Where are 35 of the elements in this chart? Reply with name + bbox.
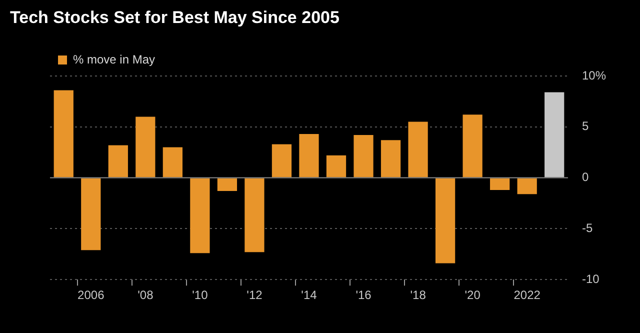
x-tick-label: '16 bbox=[356, 288, 372, 302]
x-tick-label: '20 bbox=[464, 288, 481, 302]
x-tick-label: 2006 bbox=[78, 288, 105, 302]
bar bbox=[272, 144, 292, 178]
y-tick-label: 5 bbox=[582, 119, 589, 134]
x-tick-label: '12 bbox=[246, 288, 263, 302]
bar bbox=[54, 90, 74, 178]
x-tick-label: '08 bbox=[138, 288, 154, 302]
y-tick-label: 10% bbox=[582, 68, 606, 82]
x-tick-label: '18 bbox=[410, 288, 426, 302]
bar bbox=[244, 178, 264, 252]
bar bbox=[517, 178, 537, 194]
bar bbox=[162, 147, 182, 178]
bar bbox=[136, 116, 156, 178]
bar bbox=[380, 140, 401, 178]
bar bbox=[544, 92, 564, 178]
bar bbox=[490, 178, 510, 190]
legend-label: % move in May bbox=[73, 52, 156, 66]
chart-title: Tech Stocks Set for Best May Since 2005 bbox=[9, 7, 340, 29]
bar bbox=[299, 134, 319, 178]
bar bbox=[81, 178, 101, 250]
bar bbox=[190, 178, 210, 254]
bar bbox=[217, 178, 238, 192]
bar bbox=[462, 114, 482, 178]
bar bbox=[326, 155, 346, 178]
bar bbox=[108, 145, 128, 178]
bar bbox=[408, 122, 428, 178]
y-tick-label: 0 bbox=[582, 170, 589, 184]
bar bbox=[435, 178, 456, 264]
x-tick-label: 2022 bbox=[514, 288, 541, 302]
x-tick-label: '14 bbox=[301, 288, 318, 302]
y-tick-label: -5 bbox=[582, 221, 593, 236]
x-tick-label: '10 bbox=[192, 288, 208, 302]
y-tick-label: -10 bbox=[582, 272, 600, 286]
bar bbox=[354, 135, 374, 178]
